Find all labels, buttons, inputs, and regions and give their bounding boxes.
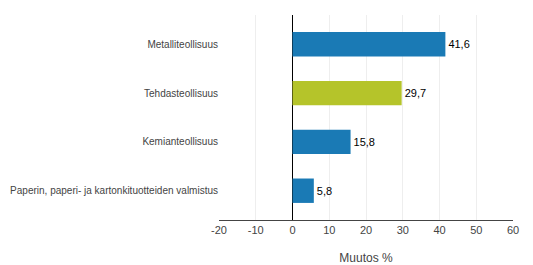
svg-text:Tehdasteollisuus: Tehdasteollisuus [144, 88, 218, 99]
svg-text:0: 0 [289, 224, 295, 236]
svg-text:20: 20 [360, 224, 372, 236]
svg-text:Paperin, paperi- ja kartonkitu: Paperin, paperi- ja kartonkituotteiden v… [10, 185, 218, 196]
svg-text:Muutos %: Muutos % [339, 251, 393, 265]
svg-text:41,6: 41,6 [448, 38, 469, 50]
svg-text:5,8: 5,8 [317, 185, 332, 197]
svg-text:60: 60 [507, 224, 519, 236]
svg-text:29,7: 29,7 [405, 87, 426, 99]
svg-text:-10: -10 [248, 224, 264, 236]
svg-text:15,8: 15,8 [354, 136, 375, 148]
svg-text:50: 50 [470, 224, 482, 236]
svg-text:Metalliteollisuus: Metalliteollisuus [147, 39, 218, 50]
svg-text:Kemianteollisuus: Kemianteollisuus [142, 136, 218, 147]
svg-text:10: 10 [323, 224, 335, 236]
svg-text:30: 30 [397, 224, 409, 236]
svg-text:40: 40 [433, 224, 445, 236]
svg-text:-20: -20 [211, 224, 227, 236]
